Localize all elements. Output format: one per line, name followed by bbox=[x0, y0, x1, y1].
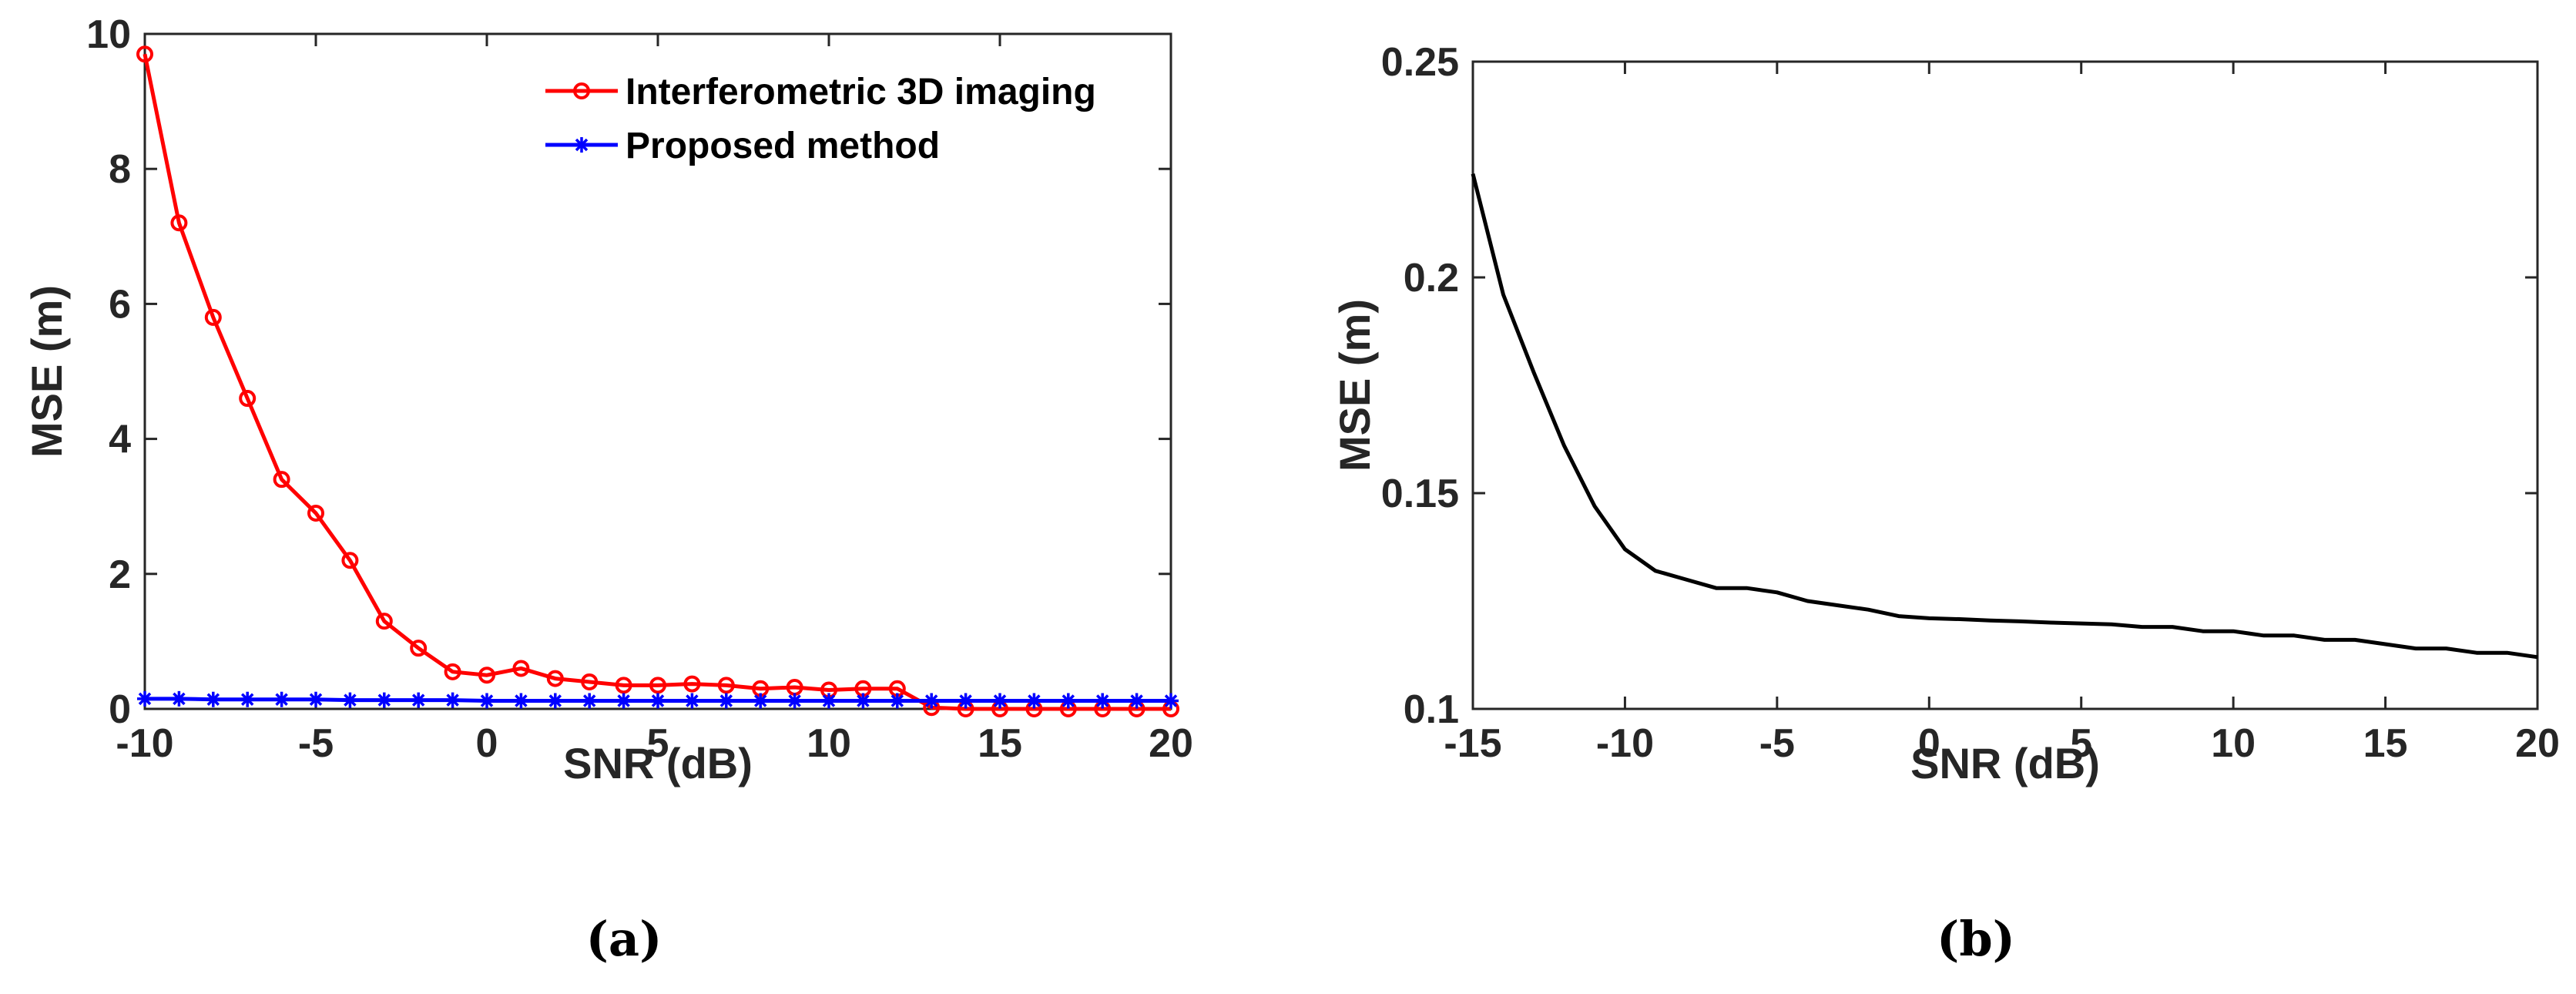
y-tick-label: 10 bbox=[86, 12, 131, 57]
legend-marker-interferometric bbox=[573, 82, 590, 99]
data-point bbox=[1095, 693, 1111, 709]
x-tick-label: -5 bbox=[298, 721, 334, 766]
x-tick-label: 10 bbox=[807, 721, 851, 766]
data-point bbox=[239, 390, 257, 408]
data-point bbox=[136, 45, 153, 63]
legend-label-proposed: Proposed method bbox=[626, 126, 940, 166]
x-tick-label: -10 bbox=[1596, 721, 1654, 766]
series-group-b bbox=[1471, 173, 2538, 660]
data-point bbox=[546, 670, 564, 687]
x-tick-label: -10 bbox=[116, 721, 173, 766]
y-tick-label: 0.25 bbox=[1381, 40, 1459, 85]
x-tick-label: 15 bbox=[2363, 721, 2408, 766]
data-point bbox=[376, 692, 392, 708]
data-point bbox=[478, 667, 495, 684]
data-point bbox=[171, 690, 187, 707]
y-axis-label-a: MSE (m) bbox=[22, 285, 71, 458]
data-point bbox=[204, 308, 222, 326]
data-point bbox=[992, 693, 1008, 709]
data-point bbox=[137, 690, 153, 707]
legend-marker-proposed bbox=[574, 137, 589, 153]
chart-panel-a: -10 -5 0 5 10 15 20 0 2 4 6 8 10 SNR (dB) MSE (m) In… bbox=[22, 12, 1193, 967]
data-point bbox=[615, 677, 632, 694]
data-point bbox=[1060, 693, 1076, 709]
y-tick-label: 8 bbox=[109, 147, 131, 192]
legend-label-interferometric: Interferometric 3D imaging bbox=[626, 72, 1096, 112]
data-point bbox=[1026, 693, 1042, 709]
data-point bbox=[1129, 693, 1145, 709]
data-point bbox=[308, 691, 324, 707]
data-point bbox=[273, 471, 290, 489]
data-point bbox=[341, 552, 359, 569]
x-axis-label-b: SNR (dB) bbox=[1910, 739, 2100, 787]
x-tick-label: -5 bbox=[1759, 721, 1795, 766]
x-tick-label: 0 bbox=[476, 721, 498, 766]
data-point bbox=[581, 673, 599, 690]
data-point bbox=[787, 693, 803, 709]
data-point bbox=[342, 692, 358, 708]
x-tick-label: 5 bbox=[647, 721, 669, 766]
ticks-b: -15 -10 -5 0 5 10 15 20 0.1 0.15 0.2 0.25 bbox=[1381, 40, 2560, 766]
data-point bbox=[958, 693, 974, 709]
data-point bbox=[512, 660, 530, 677]
data-point bbox=[273, 691, 290, 707]
legend-a: Interferometric 3D imaging Proposed meth… bbox=[545, 72, 1096, 166]
x-tick-label: 0 bbox=[1918, 721, 1940, 766]
x-tick-label: -15 bbox=[1444, 721, 1501, 766]
data-point bbox=[889, 693, 905, 709]
data-point bbox=[375, 613, 393, 630]
data-point bbox=[821, 693, 837, 709]
x-tick-label: 20 bbox=[1149, 721, 1193, 766]
data-point bbox=[615, 693, 632, 709]
chart-panel-b: -15 -10 -5 0 5 10 15 200.10.150.20.25 SNR (dB) … bbox=[1330, 40, 2560, 967]
data-point bbox=[924, 693, 940, 709]
data-point bbox=[240, 691, 256, 707]
data-point bbox=[1163, 693, 1179, 709]
data-point bbox=[513, 693, 529, 709]
data-point bbox=[205, 691, 221, 707]
series-group-a bbox=[136, 45, 1179, 717]
y-tick-label: 0.2 bbox=[1404, 256, 1459, 301]
series-line-a-0 bbox=[143, 53, 1171, 711]
data-point bbox=[410, 640, 428, 657]
data-point bbox=[582, 693, 598, 709]
ticks-a: -10 -5 0 5 10 15 20 0 2 4 6 8 10 bbox=[86, 12, 1193, 766]
data-point bbox=[479, 693, 495, 709]
y-tick-label: 2 bbox=[109, 552, 131, 597]
x-tick-label: 10 bbox=[2211, 721, 2256, 766]
caption-b: (b) bbox=[1937, 911, 2015, 967]
data-point bbox=[444, 692, 461, 708]
y-tick-label: 0.15 bbox=[1381, 472, 1459, 516]
data-point bbox=[444, 663, 461, 680]
data-point bbox=[547, 693, 563, 709]
data-point bbox=[649, 677, 666, 694]
caption-a: (a) bbox=[586, 911, 662, 967]
data-point bbox=[718, 693, 734, 709]
x-tick-label: 20 bbox=[2515, 721, 2560, 766]
x-axis-label-a: SNR (dB) bbox=[563, 739, 753, 787]
series-line-b-0 bbox=[1471, 173, 2538, 660]
y-tick-label: 4 bbox=[109, 418, 131, 462]
x-tick-label: 5 bbox=[2070, 721, 2092, 766]
legend-asterisk-mark bbox=[574, 137, 589, 153]
data-point bbox=[684, 693, 700, 709]
data-point bbox=[683, 675, 701, 693]
data-point bbox=[753, 693, 769, 709]
y-tick-label: 6 bbox=[109, 282, 131, 327]
data-point bbox=[650, 693, 666, 709]
y-tick-label: 0.1 bbox=[1404, 687, 1459, 732]
x-tick-label: 15 bbox=[978, 721, 1022, 766]
data-point bbox=[717, 677, 735, 694]
data-point bbox=[307, 504, 324, 522]
y-tick-label: 0 bbox=[109, 687, 131, 732]
data-point bbox=[170, 214, 188, 232]
plot-area-b bbox=[1471, 60, 2539, 710]
data-point bbox=[855, 693, 871, 709]
y-axis-label-b: MSE (m) bbox=[1330, 299, 1379, 472]
data-point bbox=[411, 692, 427, 708]
